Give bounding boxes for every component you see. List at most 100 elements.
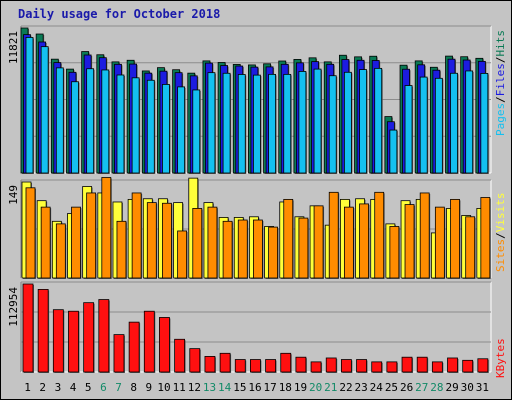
bar-fill: [283, 198, 294, 279]
bar-fill: [177, 230, 188, 279]
bar-fill: [416, 356, 428, 373]
bar-fill: [419, 192, 430, 279]
legend-entry: Sites: [494, 239, 507, 272]
bar-sites-day-16: [253, 219, 264, 279]
bar-kbytes-day-9: [143, 310, 156, 373]
bar-fill: [22, 283, 34, 373]
x-tick-day-5: 5: [85, 381, 92, 394]
bar-kbytes-day-21: [325, 357, 338, 373]
bar-sites-day-20: [313, 205, 325, 279]
bar-kbytes-day-25: [386, 361, 398, 373]
x-tick-day-11: 11: [173, 381, 186, 394]
bar-fill: [52, 309, 64, 373]
bar-fill: [313, 205, 324, 279]
bar-fill: [116, 220, 127, 279]
bar-sites-day-23: [359, 203, 370, 279]
bar-fill: [86, 192, 97, 279]
bar-sites-day-18: [283, 198, 294, 279]
bar-kbytes-day-7: [113, 334, 125, 373]
bar-fill: [159, 317, 170, 373]
x-tick-day-26: 26: [400, 381, 413, 394]
bar-kbytes-day-31: [477, 358, 489, 373]
legend-entry: /: [494, 96, 507, 103]
bar-pages-day-24: [374, 67, 383, 174]
bar-fill: [131, 192, 142, 279]
bar-fill: [101, 69, 110, 174]
bar-sites-day-15: [237, 219, 249, 279]
x-tick-day-31: 31: [476, 381, 489, 394]
bar-pages-day-20: [313, 68, 323, 174]
bar-pages-day-11: [177, 86, 186, 174]
bar-fill: [359, 203, 369, 279]
x-tick-day-23: 23: [355, 381, 368, 394]
bar-fill: [447, 357, 458, 373]
bar-pages-day-17: [268, 73, 277, 174]
bar-fill: [207, 72, 216, 174]
bar-fill: [295, 356, 307, 373]
bar-kbytes-day-23: [356, 359, 368, 373]
bar-pages-day-13: [207, 72, 216, 174]
bar-sites-day-12: [192, 208, 203, 279]
x-tick-day-28: 28: [430, 381, 443, 394]
y-max-label: 11821: [7, 31, 20, 64]
bar-fill: [343, 71, 352, 174]
bar-fill: [192, 208, 203, 279]
legend-entry: /: [494, 57, 507, 64]
bar-fill: [465, 216, 476, 279]
bar-pages-day-6: [101, 69, 110, 174]
bar-fill: [143, 310, 155, 373]
bar-pages-day-5: [86, 68, 95, 174]
bar-fill: [480, 72, 489, 174]
bar-fill: [480, 197, 491, 279]
bar-pages-day-31: [480, 72, 489, 174]
bar-sites-day-30: [465, 216, 476, 279]
bar-pages-day-7: [116, 74, 125, 174]
x-tick-day-9: 9: [146, 381, 153, 394]
bar-fill: [250, 359, 261, 373]
bar-pages-day-27: [419, 76, 429, 174]
bar-pages-day-22: [343, 71, 353, 174]
bar-fill: [325, 357, 337, 373]
x-tick-day-25: 25: [385, 381, 398, 394]
bar-sites-day-25: [389, 226, 400, 279]
bar-fill: [237, 74, 246, 174]
bar-fill: [268, 226, 278, 279]
bar-fill: [434, 77, 443, 174]
bar-sites-day-14: [222, 220, 234, 279]
x-tick-day-15: 15: [233, 381, 246, 394]
bar-sites-day-6: [101, 177, 112, 279]
bar-kbytes-day-2: [37, 289, 50, 373]
bar-kbytes-day-17: [265, 359, 277, 373]
x-tick-day-30: 30: [461, 381, 474, 394]
bar-kbytes-day-15: [234, 359, 247, 373]
bar-kbytes-day-4: [68, 310, 80, 373]
bar-fill: [283, 73, 292, 174]
bar-sites-day-29: [450, 198, 461, 279]
bar-fill: [298, 71, 307, 174]
bar-pages-day-3: [55, 67, 65, 174]
x-tick-day-2: 2: [39, 381, 46, 394]
x-tick-day-21: 21: [324, 381, 337, 394]
bar-kbytes-day-10: [159, 317, 171, 373]
bar-fill: [98, 299, 110, 373]
bar-fill: [162, 84, 170, 174]
bar-fill: [401, 356, 413, 373]
bar-fill: [298, 217, 309, 279]
bar-pages-day-21: [328, 75, 338, 174]
x-tick-day-14: 14: [218, 381, 232, 394]
bar-fill: [207, 206, 218, 279]
x-tick-day-16: 16: [248, 381, 261, 394]
bar-fill: [146, 79, 155, 174]
bar-fill: [83, 302, 95, 373]
x-tick-day-17: 17: [264, 381, 277, 394]
x-tick-day-8: 8: [130, 381, 137, 394]
bar-kbytes-day-5: [83, 302, 95, 373]
bar-kbytes-day-18: [280, 352, 292, 373]
x-tick-day-10: 10: [157, 381, 170, 394]
bar-fill: [146, 202, 157, 279]
bar-fill: [404, 85, 413, 174]
bar-sites-day-8: [131, 192, 143, 279]
bar-sites-day-31: [480, 197, 491, 279]
x-tick-day-1: 1: [24, 381, 31, 394]
